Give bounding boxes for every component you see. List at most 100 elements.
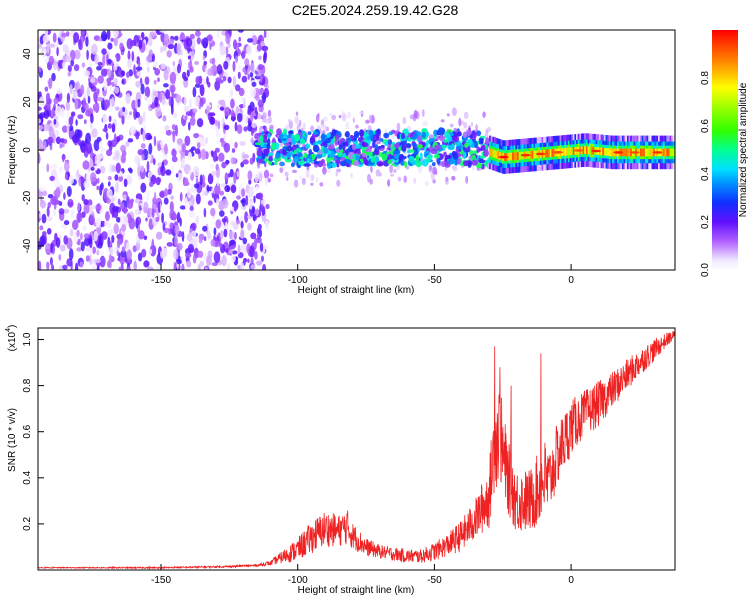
noise-speckle [80, 175, 84, 188]
noise-speckle [39, 35, 44, 45]
signal-blob [264, 149, 270, 156]
noise-speckle [64, 173, 69, 180]
noise-speckle [176, 259, 182, 265]
signal-blob [259, 135, 264, 142]
noise-speckle [89, 254, 92, 266]
noise-speckle [81, 30, 85, 36]
band-noise-speckle [287, 119, 292, 123]
signal-blob [456, 131, 462, 137]
noise-speckle [220, 230, 224, 239]
noise-speckle [77, 137, 81, 146]
noise-speckle [159, 191, 165, 198]
noise-speckle [100, 250, 105, 257]
noise-speckle [38, 43, 43, 49]
noise-speckle [86, 86, 90, 99]
noise-speckle [77, 202, 81, 212]
noise-speckle [145, 189, 150, 202]
noise-speckle [92, 246, 96, 254]
noise-speckle [127, 58, 132, 69]
signal-blob [361, 141, 366, 147]
noise-speckle [243, 126, 248, 132]
noise-speckle [247, 258, 250, 264]
noise-speckle [161, 212, 165, 224]
signal-band-cell [572, 147, 575, 155]
signal-band-cell [643, 148, 646, 157]
noise-speckle [113, 36, 118, 47]
noise-speckle [94, 154, 101, 165]
noise-speckle [120, 51, 125, 56]
signal-blob [294, 133, 301, 142]
noise-speckle [171, 148, 177, 157]
noise-speckle [199, 84, 205, 97]
noise-speckle [149, 217, 153, 227]
spectrogram-y-label: Frequency (Hz) [7, 116, 18, 185]
snr-series-line [38, 331, 675, 570]
noise-speckle [165, 169, 172, 176]
noise-speckle [97, 61, 103, 66]
noise-speckle [221, 254, 227, 267]
noise-speckle [72, 90, 78, 100]
band-noise-speckle [262, 118, 267, 123]
noise-speckle [216, 198, 220, 207]
noise-speckle [175, 94, 182, 103]
signal-blob [304, 133, 308, 140]
noise-speckle [88, 214, 94, 225]
signal-blob [425, 131, 429, 137]
noise-speckle [148, 143, 153, 155]
noise-speckle [76, 229, 80, 238]
signal-blob [307, 131, 312, 136]
noise-speckle [223, 124, 230, 131]
noise-speckle [113, 223, 119, 235]
noise-speckle [254, 106, 258, 115]
noise-speckle [219, 190, 224, 196]
signal-blob [451, 150, 457, 157]
signal-band-cell [546, 149, 549, 158]
signal-blob [417, 135, 423, 142]
noise-speckle [160, 63, 166, 70]
signal-blob [326, 156, 332, 163]
noise-speckle [196, 37, 201, 45]
noise-speckle [38, 124, 43, 131]
noise-speckle [262, 263, 267, 270]
noise-speckle [167, 43, 175, 50]
noise-speckle [107, 58, 112, 65]
band-noise-speckle [301, 177, 306, 185]
signal-band-cell [640, 148, 642, 157]
noise-speckle [54, 105, 62, 117]
noise-speckle [135, 131, 140, 140]
signal-band-cell [608, 148, 611, 156]
noise-speckle [137, 149, 145, 156]
signal-band-cell [663, 148, 665, 157]
signal-band-cell [531, 150, 534, 159]
noise-speckle [70, 59, 75, 67]
noise-speckle [196, 118, 204, 128]
band-noise-speckle [367, 173, 371, 183]
colorbar-label: Normalized spectral amplitude [738, 82, 749, 217]
band-noise-speckle [322, 116, 328, 122]
noise-speckle [43, 123, 50, 132]
spectrogram-x-ticks: -150 -100 -50 0 [151, 264, 574, 286]
noise-speckle [76, 212, 83, 223]
signal-band-cell [571, 147, 574, 156]
signal-band-cell [610, 148, 613, 157]
noise-speckle [251, 35, 258, 46]
noise-speckle [66, 92, 70, 103]
noise-speckle [174, 235, 178, 247]
noise-speckle [209, 42, 212, 51]
noise-speckle [228, 108, 232, 115]
y-tick-label: 0.6 [22, 424, 33, 438]
noise-speckle [51, 195, 59, 205]
noise-speckle [141, 154, 145, 161]
noise-speckle [209, 116, 215, 125]
signal-blob [320, 133, 326, 142]
signal-blob [309, 135, 316, 144]
noise-speckle [213, 251, 221, 264]
noise-speckle [230, 220, 236, 227]
noise-speckle [93, 91, 98, 103]
noise-speckle [48, 126, 55, 138]
noise-speckle [171, 166, 175, 174]
noise-speckle [81, 145, 87, 153]
band-noise-speckle [365, 119, 370, 124]
noise-speckle [160, 249, 167, 259]
noise-speckle [224, 106, 231, 117]
